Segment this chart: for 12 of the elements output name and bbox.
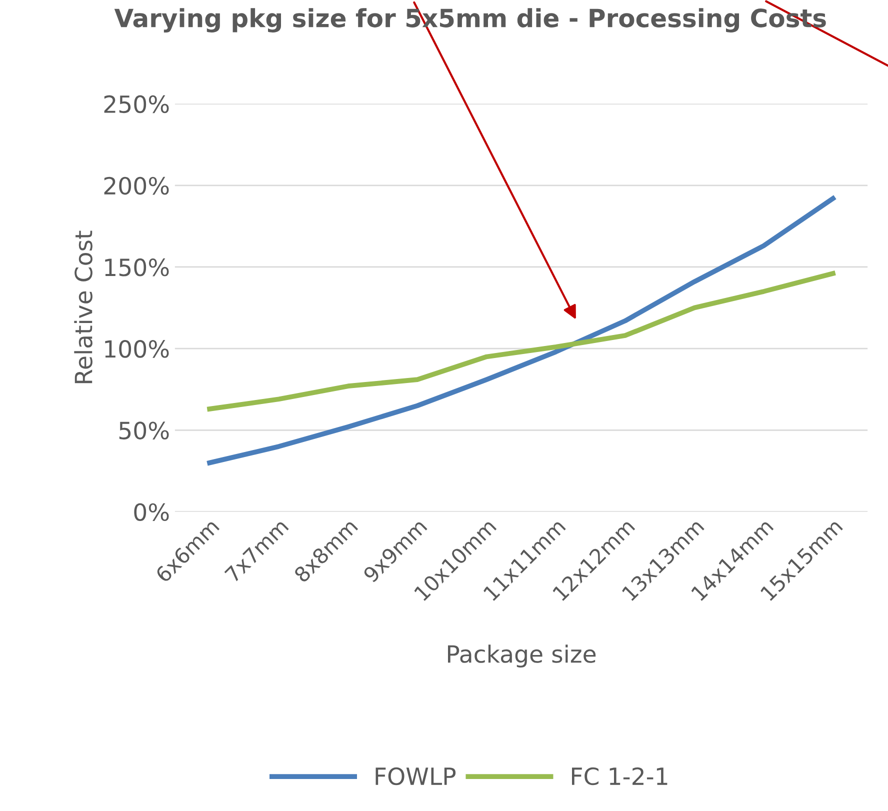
x-axis-title: Package size: [448, 644, 596, 668]
y-tick-label: 100%: [105, 340, 169, 358]
legend-label: FOWLP: [376, 767, 456, 786]
line-series: [207, 196, 836, 466]
legend-label: FC 1-2-1: [572, 767, 668, 786]
y-tick-label: 150%: [105, 258, 169, 276]
y-tick-label: 50%: [119, 422, 169, 440]
y-tick-label: 200%: [104, 176, 169, 195]
y-tick-label: 0%: [134, 503, 169, 522]
line-series: [207, 271, 836, 412]
y-axis-title: Relative Cost: [74, 230, 92, 384]
y-tick-label: 250%: [104, 95, 169, 114]
